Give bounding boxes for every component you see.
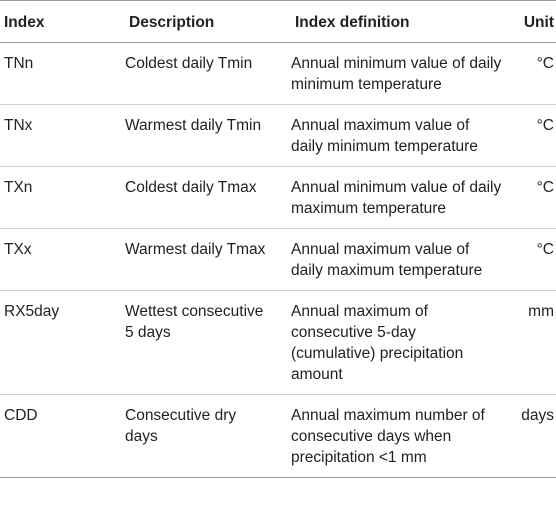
cell-unit: days [516,394,556,478]
header-description: Description [125,0,291,43]
cell-definition: Annual maximum value of daily maximum te… [291,228,516,291]
cell-index: TNx [0,104,125,167]
cell-index: TNn [0,42,125,105]
table-row: TNx Warmest daily Tmin Annual maximum va… [0,104,556,167]
cell-description: Wettest consecutive 5 days [125,290,291,395]
header-definition: Index definition [291,0,516,43]
table-row: TXn Coldest daily Tmax Annual minimum va… [0,166,556,229]
cell-unit: °C [516,166,556,229]
table-body: TNn Coldest daily Tmin Annual minimum va… [0,42,556,478]
table-header: Index Description Index definition Unit [0,0,556,43]
cell-index: TXn [0,166,125,229]
cell-index: RX5day [0,290,125,395]
cell-definition: Annual maximum value of daily minimum te… [291,104,516,167]
header-unit: Unit [516,0,556,43]
cell-description: Consecutive dry days [125,394,291,478]
cell-description: Warmest daily Tmin [125,104,291,167]
header-index: Index [0,0,125,43]
table-row: TNn Coldest daily Tmin Annual minimum va… [0,42,556,105]
cell-definition: Annual minimum value of daily maximum te… [291,166,516,229]
table-row: TXx Warmest daily Tmax Annual maximum va… [0,228,556,291]
cell-index: TXx [0,228,125,291]
cell-unit: °C [516,228,556,291]
cell-description: Coldest daily Tmin [125,42,291,105]
cell-index: CDD [0,394,125,478]
cell-unit: mm [516,290,556,395]
header-row: Index Description Index definition Unit [0,0,556,43]
cell-definition: Annual maximum number of consecutive day… [291,394,516,478]
cell-description: Coldest daily Tmax [125,166,291,229]
table-row: CDD Consecutive dry days Annual maximum … [0,394,556,478]
cell-definition: Annual minimum value of daily minimum te… [291,42,516,105]
cell-definition: Annual maximum of consecutive 5-day (cum… [291,290,516,395]
cell-description: Warmest daily Tmax [125,228,291,291]
climate-index-table: Index Description Index definition Unit … [0,0,556,478]
cell-unit: °C [516,104,556,167]
table-row: RX5day Wettest consecutive 5 days Annual… [0,290,556,395]
cell-unit: °C [516,42,556,105]
